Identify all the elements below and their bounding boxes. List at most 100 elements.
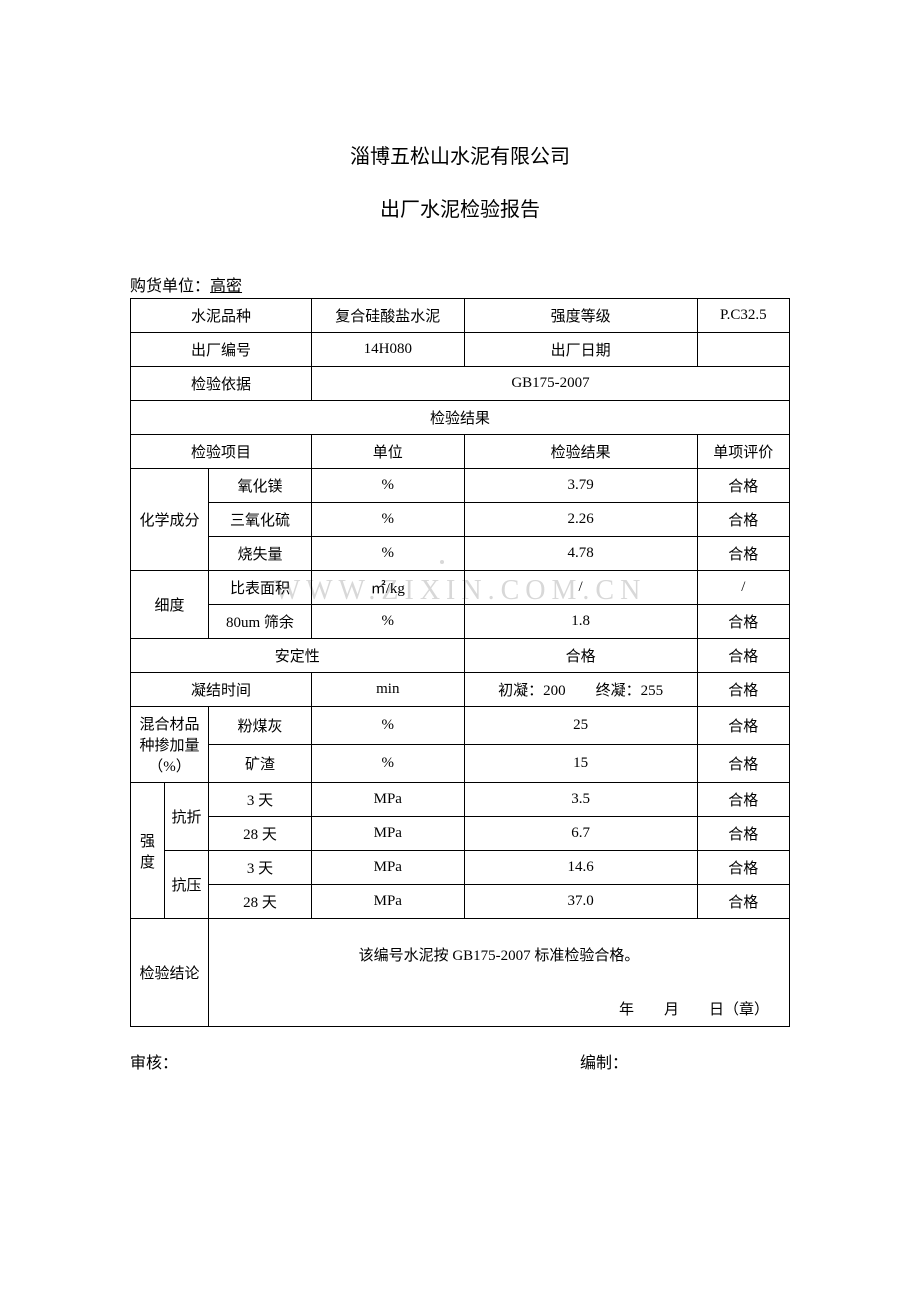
- cell-unit: %: [311, 537, 464, 571]
- table-row: 年 月 日（章）: [131, 991, 790, 1027]
- cell-unit: %: [311, 469, 464, 503]
- table-row: 检验结论 该编号水泥按 GB175-2007 标准检验合格。: [131, 919, 790, 991]
- group-setting: 凝结时间: [131, 673, 312, 707]
- cell-unit: min: [311, 673, 464, 707]
- col-unit: 单位: [311, 435, 464, 469]
- table-row: 安定性 合格 合格: [131, 639, 790, 673]
- cell-name: 比表面积: [209, 571, 312, 605]
- table-row: 检验项目 单位 检验结果 单项评价: [131, 435, 790, 469]
- cell-result: 2.26: [464, 503, 697, 537]
- report-title: 出厂水泥检验报告: [130, 193, 790, 222]
- compiler-label: 编制：: [580, 1049, 790, 1073]
- cell-name: 氧化镁: [209, 469, 312, 503]
- cement-type-label: 水泥品种: [131, 299, 312, 333]
- cell-eval: 合格: [697, 851, 789, 885]
- cell-result: 25: [464, 707, 697, 745]
- table-row: 水泥品种 复合硅酸盐水泥 强度等级 P.C32.5: [131, 299, 790, 333]
- cell-eval: /: [697, 571, 789, 605]
- table-row: 出厂编号 14H080 出厂日期: [131, 333, 790, 367]
- group-fineness: 细度: [131, 571, 209, 639]
- cell-unit: %: [311, 707, 464, 745]
- cell-name: 三氧化硫: [209, 503, 312, 537]
- date-cell: 年 月 日（章）: [209, 991, 790, 1027]
- cell-name: 28 天: [209, 885, 312, 919]
- group-strength: 强度: [131, 783, 165, 919]
- cell-unit: MPa: [311, 817, 464, 851]
- page-content: 淄博五松山水泥有限公司 出厂水泥检验报告 购货单位：高密 水泥品种 复合硅酸盐水…: [0, 0, 920, 1073]
- table-row: 80um 筛余 % 1.8 合格: [131, 605, 790, 639]
- table-row: 三氧化硫 % 2.26 合格: [131, 503, 790, 537]
- cell-result: 14.6: [464, 851, 697, 885]
- group-press: 抗压: [165, 851, 209, 919]
- cell-result: 初凝：200 终凝：255: [464, 673, 697, 707]
- cell-name: 矿渣: [209, 745, 312, 783]
- cell-result: 3.5: [464, 783, 697, 817]
- results-header: 检验结果: [131, 401, 790, 435]
- cell-unit: %: [311, 745, 464, 783]
- cell-result: 15: [464, 745, 697, 783]
- strength-grade-value: P.C32.5: [697, 299, 789, 333]
- cell-eval: 合格: [697, 605, 789, 639]
- basis-value: GB175-2007: [311, 367, 789, 401]
- table-row: 化学成分 氧化镁 % 3.79 合格: [131, 469, 790, 503]
- cement-type-value: 复合硅酸盐水泥: [311, 299, 464, 333]
- col-item: 检验项目: [131, 435, 312, 469]
- purchaser-line: 购货单位：高密: [130, 272, 790, 296]
- cell-name: 3 天: [209, 783, 312, 817]
- cell-name: 烧失量: [209, 537, 312, 571]
- cell-unit: ㎡/kg: [311, 571, 464, 605]
- conclusion-text: 该编号水泥按 GB175-2007 标准检验合格。: [209, 919, 790, 991]
- table-row: 检验结果: [131, 401, 790, 435]
- company-title: 淄博五松山水泥有限公司: [130, 140, 790, 169]
- cell-eval: 合格: [697, 745, 789, 783]
- cell-result: 4.78: [464, 537, 697, 571]
- factory-no-label: 出厂编号: [131, 333, 312, 367]
- table-row: 混合材品种掺加量（%） 粉煤灰 % 25 合格: [131, 707, 790, 745]
- conclusion-label: 检验结论: [131, 919, 209, 1027]
- group-bend: 抗折: [165, 783, 209, 851]
- table-row: 抗压 3 天 MPa 14.6 合格: [131, 851, 790, 885]
- cell-eval: 合格: [697, 639, 789, 673]
- cell-result: 合格: [464, 639, 697, 673]
- cell-eval: 合格: [697, 885, 789, 919]
- cell-eval: 合格: [697, 673, 789, 707]
- cell-eval: 合格: [697, 783, 789, 817]
- factory-no-value: 14H080: [311, 333, 464, 367]
- cell-result: /: [464, 571, 697, 605]
- cell-unit: %: [311, 605, 464, 639]
- basis-label: 检验依据: [131, 367, 312, 401]
- cell-name: 粉煤灰: [209, 707, 312, 745]
- strength-grade-label: 强度等级: [464, 299, 697, 333]
- reviewer-label: 审核：: [130, 1049, 580, 1073]
- cell-result: 1.8: [464, 605, 697, 639]
- factory-date-value: [697, 333, 789, 367]
- table-row: 烧失量 % 4.78 合格: [131, 537, 790, 571]
- cell-eval: 合格: [697, 503, 789, 537]
- factory-date-label: 出厂日期: [464, 333, 697, 367]
- cell-eval: 合格: [697, 537, 789, 571]
- cell-unit: %: [311, 503, 464, 537]
- table-row: 28 天 MPa 37.0 合格: [131, 885, 790, 919]
- table-row: 强度 抗折 3 天 MPa 3.5 合格: [131, 783, 790, 817]
- cell-eval: 合格: [697, 707, 789, 745]
- cell-eval: 合格: [697, 469, 789, 503]
- cell-unit: MPa: [311, 885, 464, 919]
- table-row: 细度 比表面积 ㎡/kg / /: [131, 571, 790, 605]
- purchaser-value: 高密: [210, 278, 242, 295]
- signature-row: 审核： 编制：: [130, 1049, 790, 1073]
- table-row: 凝结时间 min 初凝：200 终凝：255 合格: [131, 673, 790, 707]
- col-result: 检验结果: [464, 435, 697, 469]
- cell-name: 3 天: [209, 851, 312, 885]
- cell-eval: 合格: [697, 817, 789, 851]
- table-row: 28 天 MPa 6.7 合格: [131, 817, 790, 851]
- purchaser-label: 购货单位：: [130, 278, 210, 295]
- col-eval: 单项评价: [697, 435, 789, 469]
- cell-result: 6.7: [464, 817, 697, 851]
- table-row: 检验依据 GB175-2007: [131, 367, 790, 401]
- group-stability: 安定性: [131, 639, 465, 673]
- cell-name: 28 天: [209, 817, 312, 851]
- cell-result: 3.79: [464, 469, 697, 503]
- cell-unit: MPa: [311, 851, 464, 885]
- table-row: 矿渣 % 15 合格: [131, 745, 790, 783]
- cell-result: 37.0: [464, 885, 697, 919]
